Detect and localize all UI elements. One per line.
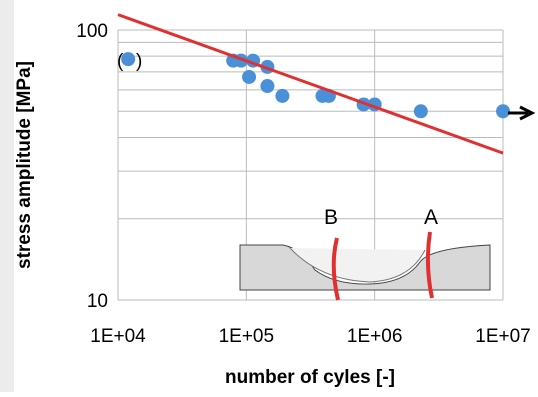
panel [14,0,538,392]
y-axis-label: stress amplitude [MPa] [14,61,35,269]
y-tick-label: 100 [76,21,108,42]
data-point [413,104,428,119]
annotation: ( [117,51,124,72]
fit-line [117,13,504,155]
x-tick-label: 1E+05 [219,326,274,347]
data-point [496,104,510,119]
data-point [121,52,136,67]
annotation: B [324,206,338,229]
runout-arrow [508,105,536,121]
data-point [260,79,275,94]
x-tick-label: 1E+06 [347,326,402,347]
specimen [239,231,491,301]
x-tick-label: 1E+07 [475,326,530,347]
x-axis-label: number of cyles [-] [225,367,395,388]
y-tick-label: 10 [87,291,108,312]
data-point [275,88,290,103]
annotation: ) [136,51,142,72]
data-point [242,69,257,84]
x-tick-label: 1E+04 [90,326,146,347]
annotation: A [424,206,438,229]
